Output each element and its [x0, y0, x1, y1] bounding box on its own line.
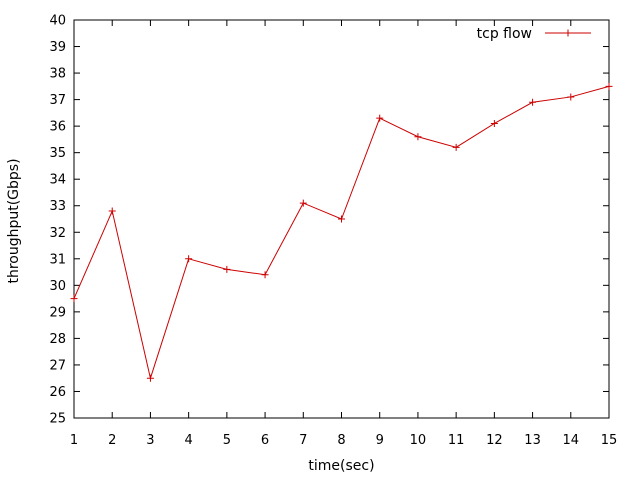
- data-point: [261, 271, 269, 279]
- x-tick-label: 8: [337, 433, 345, 448]
- data-point: [452, 143, 460, 151]
- y-tick-label: 40: [49, 14, 66, 29]
- data-point: [567, 93, 575, 101]
- y-tick-label: 27: [49, 358, 66, 373]
- y-axis: 25 26 27 28 29 30 31 32 33 34 35 36 37 38 39 40: [49, 14, 609, 427]
- data-point: [70, 295, 78, 303]
- x-tick-label: 1: [70, 433, 78, 448]
- y-tick-label: 30: [49, 279, 66, 294]
- y-tick-label: 25: [49, 412, 66, 427]
- data-point: [299, 199, 307, 207]
- x-tick-label: 6: [261, 433, 269, 448]
- legend-entry-label: tcp flow: [477, 26, 532, 42]
- data-point: [146, 374, 154, 382]
- y-tick-label: 37: [49, 93, 66, 108]
- y-tick-label: 29: [49, 305, 66, 320]
- y-axis-label: throughput(Gbps): [6, 158, 22, 283]
- x-tick-label: 12: [486, 433, 503, 448]
- x-axis: 1 2 3 4 5 6 7 8 9 10 11 12 13 14 15: [70, 20, 617, 448]
- x-tick-label: 2: [108, 433, 116, 448]
- legend-marker-swatch: [564, 29, 572, 37]
- data-point: [223, 265, 231, 273]
- x-tick-label: 14: [563, 433, 580, 448]
- legend: tcp flow: [477, 26, 591, 42]
- y-tick-label: 39: [49, 40, 66, 55]
- y-tick-label: 32: [49, 226, 66, 241]
- y-tick-label: 38: [49, 67, 66, 82]
- data-point: [529, 98, 537, 106]
- data-point: [108, 207, 116, 215]
- data-point: [338, 215, 345, 223]
- x-tick-label: 15: [601, 433, 618, 448]
- x-axis-label: time(sec): [308, 458, 374, 474]
- y-tick-label: 26: [49, 385, 66, 400]
- y-tick-label: 33: [49, 199, 66, 214]
- y-tick-label: 36: [49, 120, 66, 135]
- y-tick-label: 34: [49, 173, 66, 188]
- data-point: [490, 119, 498, 127]
- x-tick-label: 3: [146, 433, 154, 448]
- y-tick-label: 28: [49, 332, 66, 347]
- x-tick-label: 5: [223, 433, 231, 448]
- x-tick-label: 10: [410, 433, 427, 448]
- x-tick-label: 9: [376, 433, 384, 448]
- y-tick-label: 31: [49, 252, 66, 267]
- x-tick-label: 13: [524, 433, 541, 448]
- data-point: [376, 114, 384, 122]
- series-layer: [70, 82, 613, 382]
- x-tick-label: 7: [299, 433, 307, 448]
- series-line: [73, 85, 610, 381]
- y-tick-label: 35: [49, 146, 66, 161]
- x-tick-label: 4: [185, 433, 193, 448]
- x-tick-label: 11: [448, 433, 465, 448]
- data-point: [185, 255, 193, 263]
- data-point: [414, 133, 422, 141]
- data-point: [605, 82, 613, 90]
